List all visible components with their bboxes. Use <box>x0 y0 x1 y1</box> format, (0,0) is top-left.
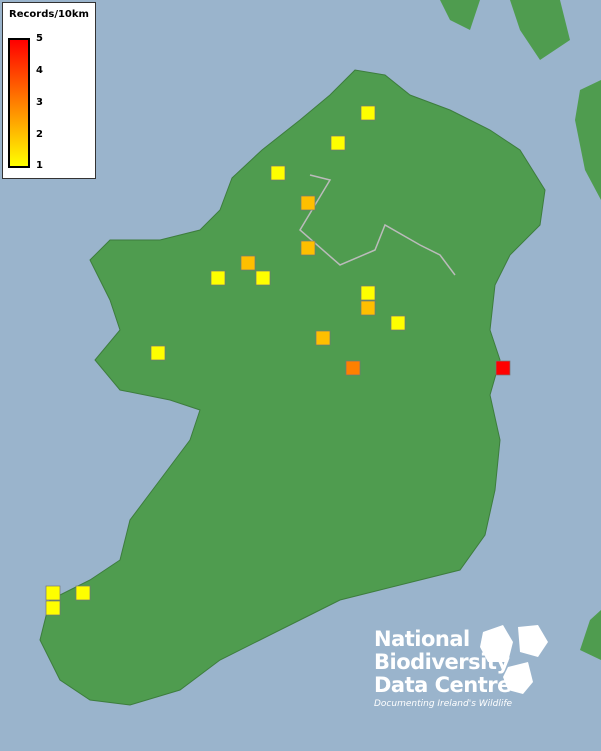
ireland-landmass <box>39 69 546 706</box>
record-square[interactable] <box>360 300 376 316</box>
record-square[interactable] <box>345 360 361 376</box>
record-square[interactable] <box>255 270 271 286</box>
logo-tagline: Documenting Ireland's Wildlife <box>374 699 513 709</box>
record-square[interactable] <box>75 585 91 601</box>
record-square[interactable] <box>45 600 61 616</box>
record-square[interactable] <box>315 330 331 346</box>
record-square[interactable] <box>495 360 511 376</box>
record-square[interactable] <box>360 105 376 121</box>
logo-line: Data Centre <box>374 673 511 697</box>
legend-tick: 2 <box>36 129 43 140</box>
logo-hexagon-icons <box>480 625 548 694</box>
legend-tick: 1 <box>36 160 43 171</box>
record-square[interactable] <box>270 165 286 181</box>
legend-tick: 3 <box>36 97 43 108</box>
record-square[interactable] <box>150 345 166 361</box>
record-square[interactable] <box>360 285 376 301</box>
legend-tick: 4 <box>36 65 43 76</box>
record-square[interactable] <box>210 270 226 286</box>
logo-line: Biodiversity <box>374 650 510 674</box>
record-square[interactable] <box>45 585 61 601</box>
record-square[interactable] <box>330 135 346 151</box>
border-line <box>299 174 456 276</box>
record-square[interactable] <box>300 240 316 256</box>
record-square[interactable] <box>240 255 256 271</box>
legend-title: Records/10km <box>9 9 89 20</box>
nbdc-logo: National Biodiversity Data Centre Docume… <box>374 627 513 710</box>
legend: Records/10km 5 4 3 2 1 <box>2 2 96 179</box>
logo-line: National <box>374 627 470 651</box>
record-square[interactable] <box>390 315 406 331</box>
legend-color-bar <box>8 38 30 168</box>
legend-tick: 5 <box>36 33 43 44</box>
record-square[interactable] <box>300 195 316 211</box>
